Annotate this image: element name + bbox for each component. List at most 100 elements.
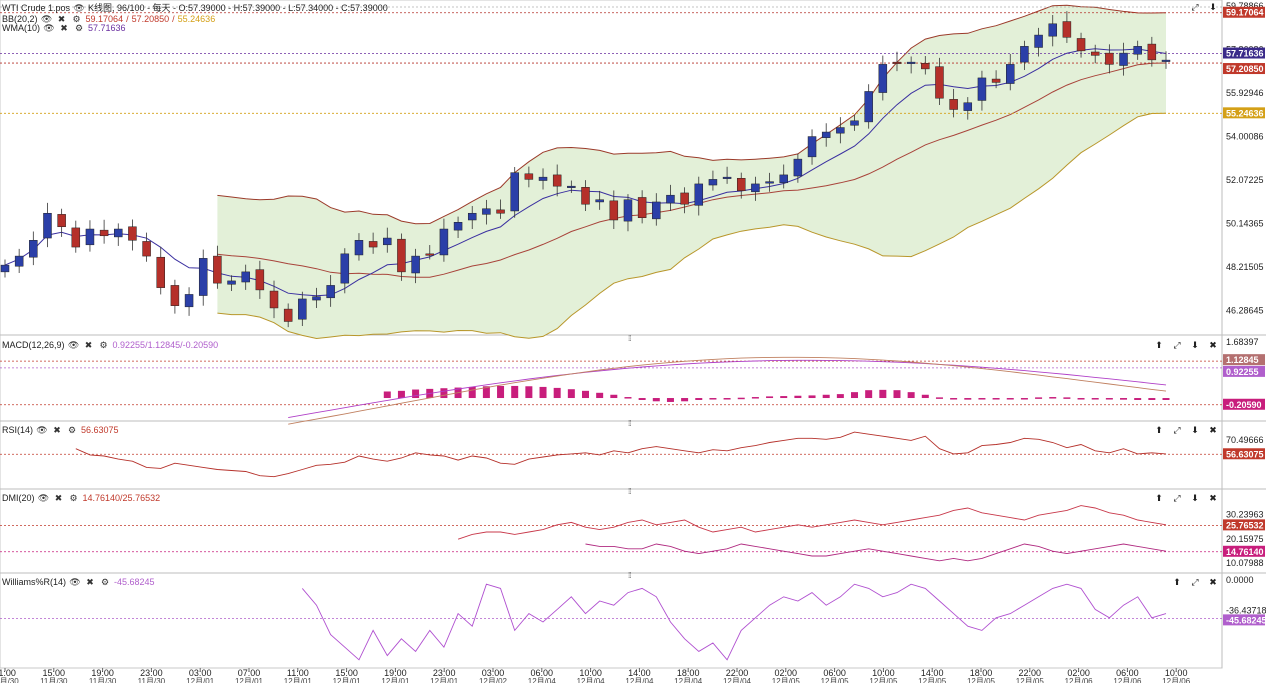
candle-body bbox=[340, 253, 350, 284]
macd-histogram-bar bbox=[751, 397, 759, 399]
macd-histogram-bar bbox=[468, 386, 476, 399]
eye-icon[interactable]: 👁 bbox=[36, 425, 48, 435]
macd-histogram-bar bbox=[482, 386, 490, 399]
bb-mid-value: 57.20850 bbox=[131, 14, 170, 24]
macd-histogram-bar bbox=[709, 398, 717, 400]
macd-legend: MACD(12,26,9) 👁 ✖ ⚙ 0.92255/1.12845/-0.2… bbox=[2, 340, 218, 351]
arrow-down-icon[interactable]: ⬇ bbox=[1191, 493, 1199, 503]
candle-body bbox=[128, 226, 137, 241]
bollinger-band-fill bbox=[217, 5, 1166, 339]
macd-histogram-bar bbox=[1120, 398, 1128, 400]
macd-histogram-bar bbox=[553, 387, 561, 399]
candle-body bbox=[411, 255, 420, 274]
expand-icon[interactable]: ⤢ bbox=[1173, 425, 1181, 435]
bb-mid-tag bbox=[1223, 63, 1265, 75]
pane-resize-grip[interactable]: ⁞⁞ bbox=[628, 419, 632, 428]
price-tick-label: 48.21505 bbox=[1226, 262, 1264, 272]
eye-icon[interactable]: 👁 bbox=[43, 23, 55, 33]
arrow-up-icon[interactable]: ⬆ bbox=[1173, 577, 1181, 587]
time-label: 11:00 bbox=[0, 668, 16, 678]
gear-icon[interactable]: ⚙ bbox=[74, 23, 84, 33]
rsi-legend: RSI(14) 👁 ✖ ⚙ 56.63075 bbox=[2, 425, 119, 436]
close-icon[interactable]: ✖ bbox=[57, 14, 66, 24]
arrow-down-icon[interactable]: ⬇ bbox=[1191, 340, 1199, 350]
macd-histogram-bar bbox=[511, 385, 519, 399]
arrow-up-icon[interactable]: ⬆ bbox=[1155, 425, 1163, 435]
gear-icon[interactable]: ⚙ bbox=[69, 493, 78, 503]
time-label: 23:00 bbox=[433, 668, 456, 678]
date-label: 12月/06 bbox=[1162, 677, 1191, 683]
macd-histogram-bar bbox=[1035, 397, 1043, 399]
time-label: 03:00 bbox=[189, 668, 212, 678]
gear-icon[interactable]: ⚙ bbox=[99, 340, 108, 350]
instrument-title: WTI Crude 1.pos bbox=[2, 3, 71, 13]
candle-body bbox=[14, 255, 24, 267]
close-icon[interactable]: ✖ bbox=[1209, 493, 1217, 503]
macd-histogram-bar bbox=[1020, 398, 1028, 400]
macd-histogram-bar bbox=[836, 394, 844, 399]
wma-tag-text: 57.71636 bbox=[1226, 49, 1264, 59]
macd-histogram-bar bbox=[935, 397, 943, 399]
expand-icon[interactable]: ⤢ bbox=[1191, 2, 1199, 12]
arrow-down-icon[interactable]: ⬇ bbox=[1191, 425, 1199, 435]
pane-resize-grip[interactable]: ⁞⁞ bbox=[628, 334, 632, 343]
candle-body bbox=[312, 296, 321, 301]
eye-icon[interactable]: 👁 bbox=[69, 577, 81, 587]
close-icon[interactable]: ✖ bbox=[1209, 577, 1217, 587]
close-icon[interactable]: ✖ bbox=[53, 425, 61, 435]
arrow-up-icon[interactable]: ⬆ bbox=[1155, 340, 1163, 350]
macd-tag bbox=[1223, 354, 1265, 366]
close-icon[interactable]: ✖ bbox=[86, 577, 94, 587]
close-icon[interactable]: ✖ bbox=[84, 340, 93, 350]
candle-body bbox=[637, 197, 647, 218]
close-icon[interactable]: ✖ bbox=[60, 23, 68, 33]
macd-histogram-bar bbox=[539, 386, 547, 399]
dmi-plus-tag bbox=[1223, 519, 1265, 531]
pane-resize-grip[interactable]: ⁞⁞ bbox=[628, 571, 632, 580]
candle-body bbox=[255, 269, 265, 291]
bb-label: BB(20,2) bbox=[2, 14, 38, 24]
dmi-values: 14.76140/25.76532 bbox=[82, 493, 161, 503]
macd-histogram-bar bbox=[1134, 398, 1142, 400]
eye-icon[interactable]: 👁 bbox=[37, 493, 50, 503]
macd-histogram-bar bbox=[907, 392, 915, 399]
candle-body bbox=[1090, 51, 1100, 56]
candle-body bbox=[298, 298, 307, 320]
candle-body bbox=[57, 214, 66, 228]
candle-body bbox=[680, 192, 689, 205]
macd-tick-label: 1.68397 bbox=[1226, 337, 1259, 347]
arrow-up-icon[interactable]: ⬆ bbox=[1155, 493, 1163, 503]
macd-histogram-bar bbox=[978, 398, 986, 400]
candle-body bbox=[821, 131, 831, 138]
gear-icon[interactable]: ⚙ bbox=[100, 577, 110, 587]
eye-icon[interactable]: 👁 bbox=[67, 340, 80, 350]
candle-body bbox=[694, 183, 704, 206]
pane-resize-grip[interactable]: ⁞⁞ bbox=[628, 487, 632, 496]
candle-body bbox=[156, 256, 165, 288]
expand-icon[interactable]: ⤢ bbox=[1173, 340, 1181, 350]
williams-panel-controls: ⬆ ⤢ ✖ bbox=[1170, 577, 1220, 588]
candle-body bbox=[496, 209, 505, 214]
gear-icon[interactable]: ⚙ bbox=[67, 425, 77, 435]
macd-histogram-bar bbox=[794, 395, 802, 399]
candle-body bbox=[453, 222, 463, 231]
date-label: 12月/01 bbox=[235, 677, 264, 683]
macd-histogram-bar bbox=[865, 390, 873, 399]
expand-icon[interactable]: ⤢ bbox=[1191, 577, 1199, 587]
time-label: 06:00 bbox=[531, 668, 554, 678]
expand-icon[interactable]: ⤢ bbox=[1173, 493, 1181, 503]
date-label: 12月/05 bbox=[869, 677, 898, 683]
eye-icon[interactable]: 👁 bbox=[40, 14, 53, 24]
williams-tick-label: 0.0000 bbox=[1226, 575, 1254, 585]
gear-icon[interactable]: ⚙ bbox=[72, 14, 81, 24]
close-icon[interactable]: ✖ bbox=[1209, 425, 1217, 435]
arrow-down-icon[interactable]: ⬇ bbox=[1209, 2, 1217, 12]
close-icon[interactable]: ✖ bbox=[54, 493, 63, 503]
candle-body bbox=[751, 183, 760, 193]
main-panel-controls: ⤢ ⬇ bbox=[1188, 2, 1220, 13]
eye-icon[interactable]: 👁 bbox=[73, 3, 85, 13]
macd-tag-text: 1.12845 bbox=[1226, 355, 1259, 365]
close-icon[interactable]: ✖ bbox=[1209, 340, 1217, 350]
dmi-tick-label: 30.23963 bbox=[1226, 510, 1264, 520]
